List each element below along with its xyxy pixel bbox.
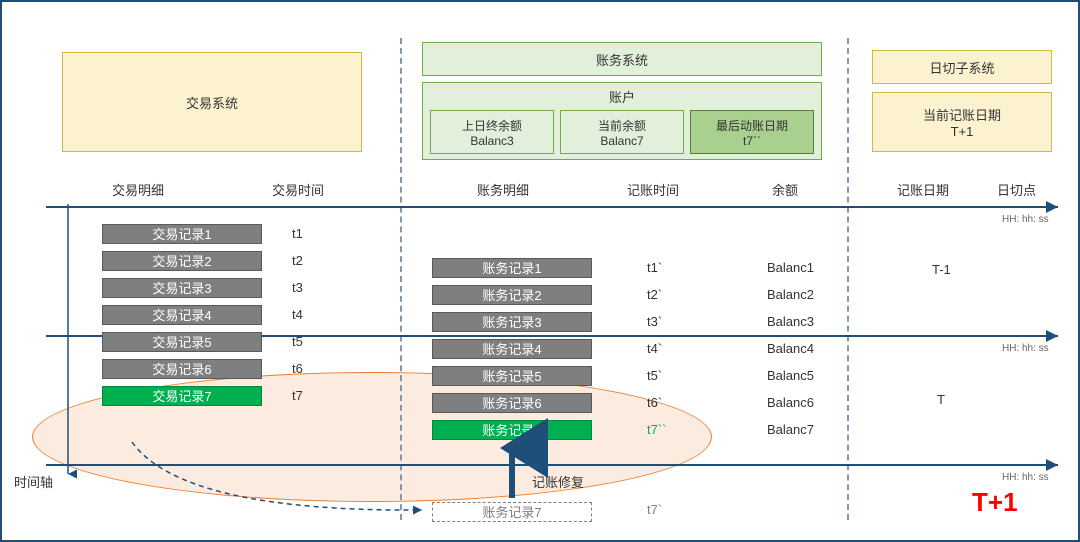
right-sub1: 当前记账日期 bbox=[923, 105, 1001, 124]
mid-row-3: 账务记录4 bbox=[432, 339, 592, 359]
left-row-4: 交易记录5 bbox=[102, 332, 262, 352]
left-row-time-2: t3 bbox=[292, 280, 303, 295]
repair-arrow bbox=[500, 442, 524, 500]
mid-col1: 账务明细 bbox=[477, 180, 529, 199]
mid-row-5: 账务记录6 bbox=[432, 393, 592, 413]
left-title-box: 交易系统 bbox=[62, 52, 362, 152]
left-col2: 交易时间 bbox=[272, 180, 324, 199]
left-row-time-5: t6 bbox=[292, 361, 303, 376]
mid-row-time-2: t3` bbox=[647, 314, 662, 329]
vline-2 bbox=[847, 38, 849, 520]
left-row-time-0: t1 bbox=[292, 226, 303, 241]
right-col1: 记账日期 bbox=[897, 180, 949, 199]
mid-row-time-4: t5` bbox=[647, 368, 662, 383]
mid-row-bal-0: Balanc1 bbox=[767, 260, 814, 275]
acct-cell-0: 上日终余额Balanc3 bbox=[430, 110, 554, 154]
clock-3: HH: hh: ss bbox=[1002, 472, 1049, 483]
period-2: T+1 bbox=[972, 487, 1018, 518]
mid-row-time-6: t7`` bbox=[647, 422, 667, 437]
left-row-time-1: t2 bbox=[292, 253, 303, 268]
mid-row-bal-3: Balanc4 bbox=[767, 341, 814, 356]
left-row-6: 交易记录7 bbox=[102, 386, 262, 406]
mid-row-4: 账务记录5 bbox=[432, 366, 592, 386]
left-row-1: 交易记录2 bbox=[102, 251, 262, 271]
mid-col2: 记账时间 bbox=[627, 180, 679, 199]
mid-col3: 余额 bbox=[772, 180, 798, 199]
dashed-row-label: 账务记录7 bbox=[482, 505, 541, 520]
mid-row-6: 账务记录7 bbox=[432, 420, 592, 440]
mid-sys-box: 账务系统 bbox=[422, 42, 822, 76]
mid-row-time-3: t4` bbox=[647, 341, 662, 356]
time-axis-arrow bbox=[62, 204, 82, 484]
mid-row-time-1: t2` bbox=[647, 287, 662, 302]
left-row-time-6: t7 bbox=[292, 388, 303, 403]
right-sub-box: 当前记账日期 T+1 bbox=[872, 92, 1052, 152]
right-col2: 日切点 bbox=[997, 180, 1036, 199]
mid-row-time-0: t1` bbox=[647, 260, 662, 275]
mid-row-time-5: t6` bbox=[647, 395, 662, 410]
right-sub2: T+1 bbox=[951, 124, 974, 139]
acct-cell-1: 当前余额Balanc7 bbox=[560, 110, 684, 154]
mid-row-0: 账务记录1 bbox=[432, 258, 592, 278]
curve-arrow bbox=[122, 432, 442, 522]
left-row-time-4: t5 bbox=[292, 334, 303, 349]
left-col1: 交易明细 bbox=[112, 180, 164, 199]
mid-row-bal-2: Balanc3 bbox=[767, 314, 814, 329]
mid-row-2: 账务记录3 bbox=[432, 312, 592, 332]
clock-2: HH: hh: ss bbox=[1002, 343, 1049, 354]
mid-row-1: 账务记录2 bbox=[432, 285, 592, 305]
right-title: 日切子系统 bbox=[929, 58, 994, 77]
mid-row-bal-6: Balanc7 bbox=[767, 422, 814, 437]
mid-row-bal-5: Balanc6 bbox=[767, 395, 814, 410]
left-title: 交易系统 bbox=[186, 93, 238, 112]
mid-acct-title: 账户 bbox=[609, 87, 635, 106]
mid-row-bal-1: Balanc2 bbox=[767, 287, 814, 302]
acct-cell-2: 最后动账日期t7`` bbox=[690, 110, 814, 154]
hline-1 bbox=[46, 204, 1066, 214]
left-row-0: 交易记录1 bbox=[102, 224, 262, 244]
mid-row-bal-4: Balanc5 bbox=[767, 368, 814, 383]
mid-sys-title: 账务系统 bbox=[596, 50, 648, 69]
left-row-time-3: t4 bbox=[292, 307, 303, 322]
left-row-2: 交易记录3 bbox=[102, 278, 262, 298]
left-row-5: 交易记录6 bbox=[102, 359, 262, 379]
dashed-row-time: t7` bbox=[647, 502, 662, 517]
clock-1: HH: hh: ss bbox=[1002, 214, 1049, 225]
dashed-row: 账务记录7 bbox=[432, 502, 592, 522]
right-title-box: 日切子系统 bbox=[872, 50, 1052, 84]
diagram-frame: 交易系统 交易明细 交易时间 账务系统 账户 上日终余额Balanc3当前余额B… bbox=[0, 0, 1080, 542]
time-axis-label: 时间轴 bbox=[14, 472, 53, 491]
period-0: T-1 bbox=[932, 262, 951, 277]
left-row-3: 交易记录4 bbox=[102, 305, 262, 325]
repair-label: 记账修复 bbox=[532, 472, 584, 491]
period-1: T bbox=[937, 392, 945, 407]
